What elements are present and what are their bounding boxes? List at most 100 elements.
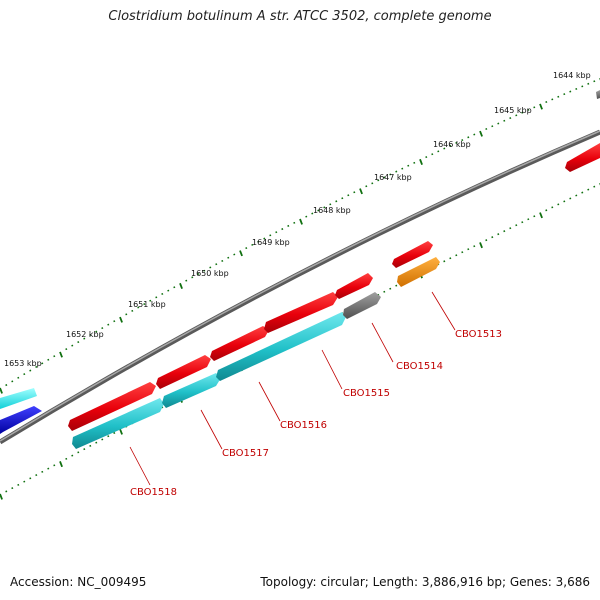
genome-backbone bbox=[0, 129, 600, 445]
genome-backbone-highlight bbox=[0, 130, 600, 442]
gene-label: CBO1513 bbox=[455, 329, 502, 340]
minor-tick bbox=[569, 90, 572, 93]
minor-tick bbox=[473, 133, 476, 136]
major-tick bbox=[539, 103, 543, 110]
minor-tick bbox=[173, 286, 176, 289]
minor-tick bbox=[371, 182, 374, 185]
minor-tick bbox=[35, 474, 38, 477]
minor-tick bbox=[515, 224, 518, 227]
minor-tick bbox=[107, 435, 110, 438]
minor-tick bbox=[347, 194, 350, 197]
minor-tick bbox=[47, 358, 50, 361]
major-tick bbox=[0, 493, 3, 500]
minor-tick bbox=[551, 206, 554, 209]
gene-label-leaders bbox=[129, 291, 456, 486]
minor-tick bbox=[503, 230, 506, 233]
minor-tick bbox=[311, 212, 314, 215]
major-tick bbox=[359, 188, 363, 195]
minor-tick bbox=[575, 194, 578, 197]
minor-tick bbox=[497, 233, 500, 236]
major-tick bbox=[59, 461, 63, 468]
gene-label: CBO1518 bbox=[130, 487, 177, 498]
minor-tick bbox=[89, 444, 92, 447]
minor-tick bbox=[209, 266, 212, 269]
minor-tick bbox=[461, 251, 464, 254]
minor-tick bbox=[65, 457, 68, 460]
minor-tick bbox=[101, 438, 104, 441]
major-tick bbox=[179, 282, 183, 289]
minor-tick bbox=[383, 290, 386, 293]
gene-label: CBO1516 bbox=[280, 420, 327, 431]
minor-tick bbox=[401, 167, 404, 170]
scale-label: 1652 kbp bbox=[66, 330, 104, 339]
minor-tick bbox=[395, 170, 398, 173]
minor-tick bbox=[161, 292, 164, 295]
minor-tick bbox=[593, 80, 596, 83]
reverse-gene bbox=[162, 373, 221, 408]
minor-tick bbox=[83, 337, 86, 340]
minor-tick bbox=[509, 117, 512, 120]
scale-label: 1646 kbp bbox=[433, 140, 471, 149]
minor-tick bbox=[329, 203, 332, 206]
scale-label: 1651 kbp bbox=[128, 300, 166, 309]
minor-tick bbox=[185, 279, 188, 282]
minor-tick bbox=[41, 362, 44, 365]
minor-tick bbox=[23, 480, 26, 483]
minor-tick bbox=[5, 490, 8, 493]
minor-tick bbox=[143, 303, 146, 306]
minor-tick bbox=[35, 365, 38, 368]
minor-tick bbox=[17, 376, 20, 379]
minor-tick bbox=[245, 247, 248, 250]
gene-label: CBO1514 bbox=[396, 361, 443, 372]
minor-tick bbox=[485, 127, 488, 131]
reverse-gene bbox=[72, 398, 164, 449]
minor-tick bbox=[17, 483, 20, 486]
forward-gene bbox=[68, 382, 156, 431]
gene-label: CBO1517 bbox=[222, 448, 269, 459]
minor-tick bbox=[389, 287, 392, 290]
minor-tick bbox=[473, 245, 476, 248]
minor-tick bbox=[323, 206, 326, 209]
minor-tick bbox=[227, 256, 230, 259]
minor-tick bbox=[593, 185, 596, 188]
minor-tick bbox=[293, 221, 296, 224]
minor-tick bbox=[587, 188, 590, 191]
minor-tick bbox=[407, 164, 410, 167]
major-tick bbox=[59, 351, 63, 358]
minor-tick bbox=[221, 259, 224, 262]
minor-tick bbox=[443, 260, 446, 263]
minor-tick bbox=[137, 306, 140, 309]
minor-tick bbox=[11, 487, 14, 490]
minor-tick bbox=[491, 236, 494, 239]
minor-tick bbox=[305, 215, 308, 218]
minor-tick bbox=[23, 373, 26, 376]
major-tick bbox=[479, 242, 483, 249]
scale-label: 1647 kbp bbox=[374, 173, 412, 182]
minor-tick bbox=[53, 355, 56, 358]
accession-text: Accession: NC_009495 bbox=[10, 575, 147, 589]
minor-tick bbox=[53, 464, 56, 467]
minor-tick bbox=[587, 82, 590, 85]
major-tick bbox=[119, 428, 123, 435]
minor-tick bbox=[425, 156, 428, 159]
minor-tick bbox=[533, 215, 536, 218]
cyan-feature bbox=[0, 388, 37, 409]
outer-scale-ticks bbox=[0, 78, 600, 394]
minor-tick bbox=[101, 327, 104, 330]
minor-tick bbox=[521, 221, 524, 224]
minor-tick bbox=[497, 122, 500, 125]
major-tick bbox=[479, 130, 483, 137]
minor-tick bbox=[389, 173, 392, 176]
scale-label: 1653 kbp bbox=[4, 359, 42, 368]
minor-tick bbox=[83, 448, 86, 451]
map-title: Clostridium botulinum A str. ATCC 3502, … bbox=[108, 9, 492, 24]
minor-tick bbox=[557, 95, 560, 98]
minor-tick bbox=[113, 320, 116, 323]
minor-tick bbox=[29, 369, 32, 372]
major-tick bbox=[119, 316, 123, 323]
minor-tick bbox=[155, 296, 158, 299]
minor-tick bbox=[203, 269, 206, 272]
minor-tick bbox=[275, 231, 278, 234]
minor-tick bbox=[365, 185, 368, 188]
reverse-gene bbox=[216, 312, 346, 381]
